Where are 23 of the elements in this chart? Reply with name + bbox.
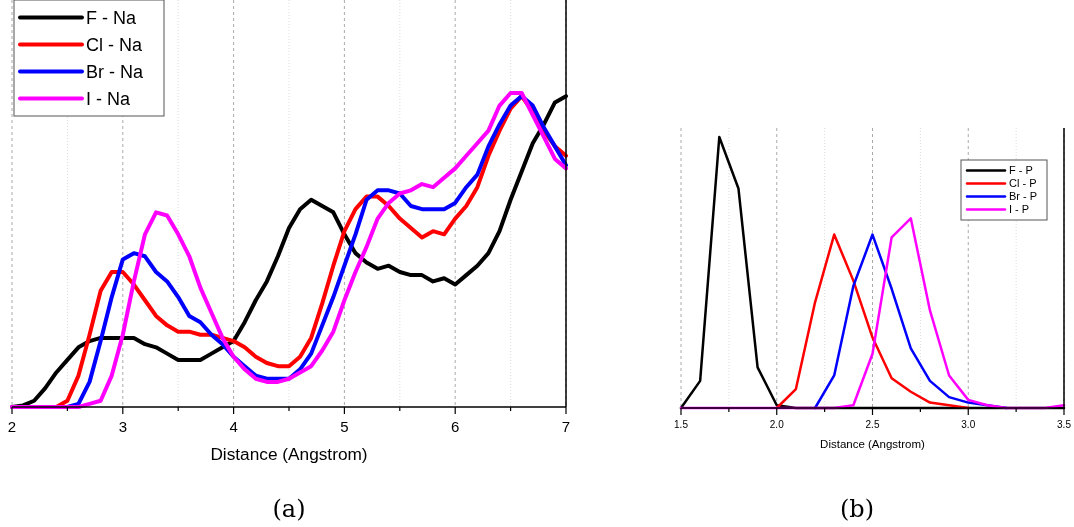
legend-label: Br - P (1009, 190, 1038, 203)
x-tick-label: 3.5 (1057, 419, 1072, 430)
x-tick-label: 3.0 (961, 419, 976, 430)
legend-label: I - P (1009, 203, 1030, 216)
x-tick-label: 7 (561, 418, 571, 435)
x-tick-label: 4 (229, 418, 238, 435)
x-tick-label: 3 (118, 418, 127, 435)
legend-label: Br - Na (86, 61, 144, 82)
legend-label: Cl - P (1009, 177, 1037, 190)
text: (a) (272, 495, 306, 523)
x-axis-title: Distance (Angstrom) (210, 444, 368, 464)
legend-label: Cl - Na (86, 34, 143, 55)
x-tick-label: 5 (340, 418, 349, 435)
legend-label: F - P (1009, 164, 1033, 177)
text: (b) (839, 495, 875, 523)
x-tick-label: 2.5 (865, 419, 880, 430)
x-tick-label: 2.0 (769, 419, 785, 430)
x-tick-label: 6 (451, 418, 460, 435)
x-axis-title: Distance (Angstrom) (820, 438, 926, 450)
legend-label: F - Na (86, 7, 137, 28)
legend-label: I - Na (86, 88, 131, 109)
x-tick-label: 2 (7, 418, 17, 435)
x-tick-label: 1.5 (674, 419, 689, 430)
